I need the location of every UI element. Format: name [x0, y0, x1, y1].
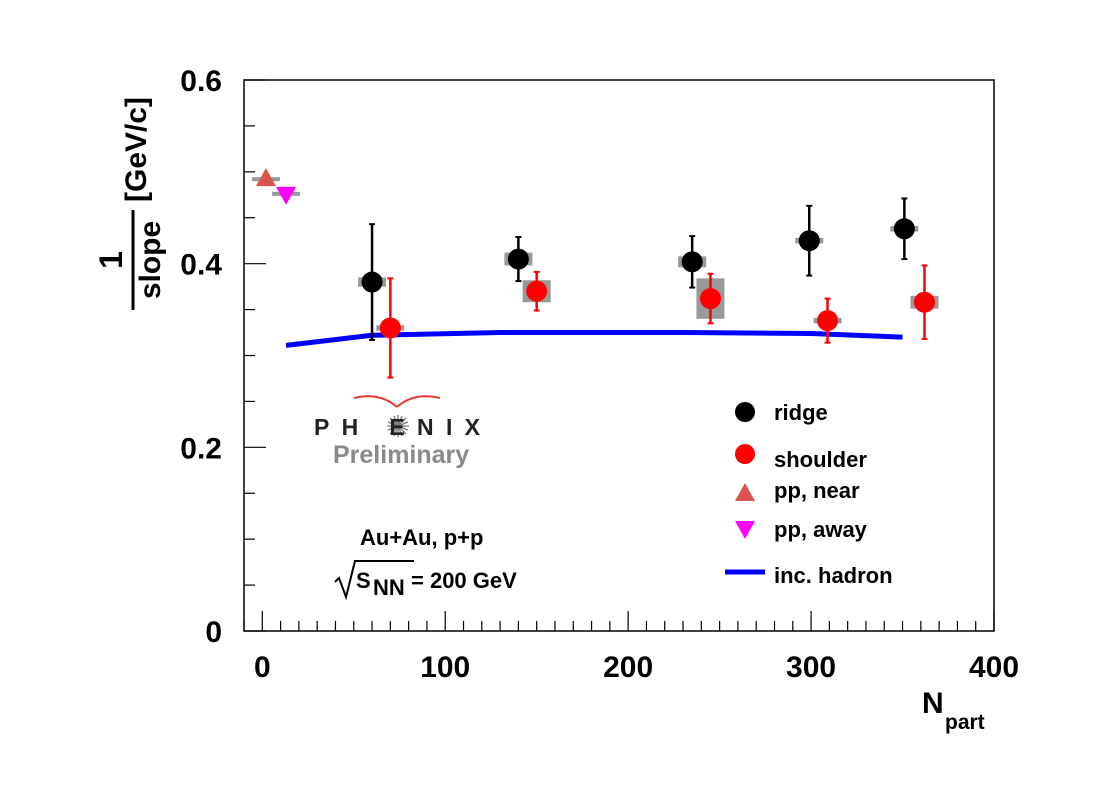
data-point — [798, 230, 820, 252]
x-axis-title-sub: part — [945, 711, 985, 734]
systematic-boxes — [251, 177, 939, 331]
y-axis-title: 1 slope [GeV/c] — [93, 97, 167, 310]
phenix-logo: PH ENIX Preliminary — [314, 395, 481, 469]
y-tick-labels: 0 0.2 0.4 0.6 — [180, 65, 222, 649]
data-point — [255, 168, 276, 187]
y-tick-label: 0.4 — [180, 249, 222, 282]
logo-wing-left-icon — [353, 395, 398, 408]
sqrt-nn-label: NN — [373, 575, 405, 600]
legend-shoulder-marker — [735, 444, 755, 464]
data-point — [893, 218, 915, 240]
error-bars — [369, 197, 928, 379]
x-tick-labels: 0 100 200 300 400 — [254, 651, 1019, 684]
data-point — [699, 288, 721, 310]
x-tick-label: 200 — [603, 651, 653, 684]
collision-system-label: Au+Au, p+p — [360, 525, 483, 550]
y-tick-label: 0.6 — [180, 65, 222, 98]
y-tick-label: 0 — [205, 616, 222, 649]
legend-inc-hadron-label: inc. hadron — [774, 563, 893, 588]
inc-hadron-curve — [285, 330, 903, 348]
data-point — [913, 291, 935, 313]
legend-shoulder-label: shoulder — [774, 447, 867, 472]
plot-frame — [243, 79, 995, 632]
x-tick-label: 0 — [254, 651, 271, 684]
energy-label: S NN = 200 GeV — [334, 560, 517, 601]
x-tick-label: 100 — [420, 651, 470, 684]
legend-pp-near-marker — [735, 483, 755, 501]
y-axis-numerator: 1 — [93, 251, 129, 269]
data-markers — [255, 168, 935, 339]
legend-pp-away-label: pp, away — [774, 517, 868, 542]
sqrt-sign-icon — [334, 560, 414, 601]
data-point — [507, 248, 529, 270]
x-axis-title: N — [922, 687, 944, 720]
legend-pp-away-marker — [735, 521, 755, 539]
logo-wing-right-icon — [396, 395, 441, 408]
data-point — [526, 280, 548, 302]
legend-ridge-label: ridge — [774, 400, 828, 425]
y-tick-label: 0.2 — [180, 432, 222, 465]
logo-star-icon — [387, 415, 409, 437]
legend-ridge-marker — [735, 402, 755, 422]
logo-text: PH ENIX — [314, 414, 481, 440]
legend: ridge shoulder pp, near pp, away inc. ha… — [725, 400, 893, 588]
preliminary-label: Preliminary — [333, 441, 469, 469]
sqrt-s-label: S — [356, 568, 371, 593]
inc-hadron-line — [285, 330, 903, 348]
x-tick-label: 400 — [969, 651, 1019, 684]
x-tick-label: 300 — [786, 651, 836, 684]
y-axis-unit: [GeV/c] — [120, 97, 153, 202]
data-point — [817, 310, 839, 332]
data-point — [681, 251, 703, 273]
data-point — [361, 271, 383, 293]
energy-value-label: = 200 GeV — [411, 568, 517, 593]
data-point — [276, 186, 297, 205]
legend-pp-near-label: pp, near — [774, 478, 860, 503]
y-axis-denominator: slope — [134, 221, 167, 299]
data-point — [379, 317, 401, 339]
axis-ticks — [243, 79, 995, 632]
